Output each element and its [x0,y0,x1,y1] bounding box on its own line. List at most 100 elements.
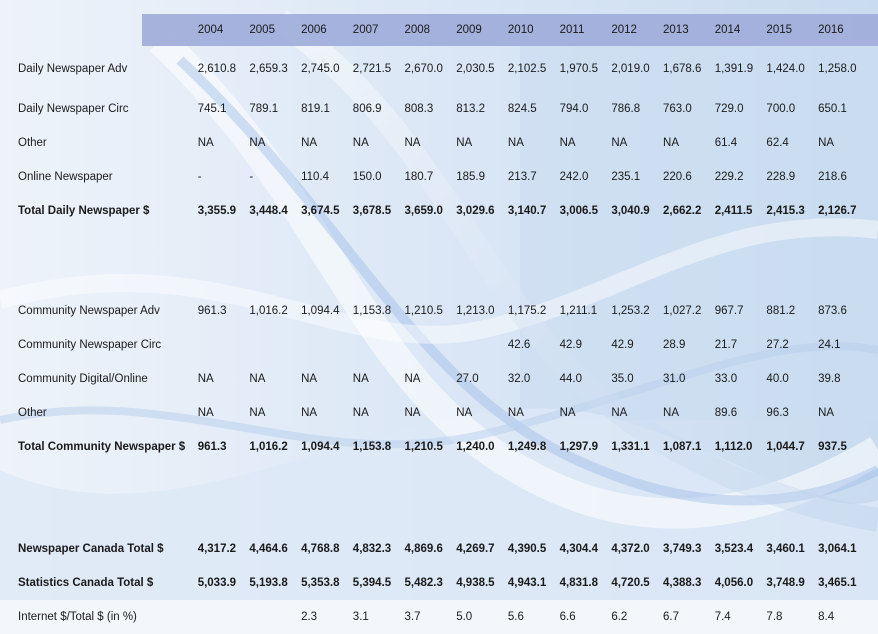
table-cell: 2,670.0 [404,63,443,75]
table-cell [456,328,508,362]
table-cell: 4,372.0 [611,543,650,555]
table-cell [198,228,250,294]
table-cell: 4,768.8 [301,543,340,555]
table-cell: 21.7 [714,339,738,351]
table-cell: 8.4 [818,611,835,623]
table-cell: NA [507,137,524,149]
table-cell: 3,140.7 [507,205,547,217]
table-cell [560,228,612,294]
table-row: Other NA NA NA NA NA NA NA NA NA NA 89.6 96.3 NA [0,396,878,430]
year-header: 2004 [197,14,250,46]
table-cell: 44.0 [559,373,582,385]
table-cell: 1,210.5 [404,441,443,453]
table-cell: 32.0 [507,373,531,385]
table-cell: NA [352,373,369,385]
table-cell: 1,094.4 [301,441,340,453]
table-row: Total Community Newspaper $ 961.3 1,016.2 1… [0,430,878,464]
table-row: Community Digital/Online NA NA NA NA NA 27.0 32… [0,362,878,396]
year-header: 2009 [456,14,508,46]
spacer-row [0,464,878,532]
table-cell: 2,662.2 [663,205,702,217]
table-cell: 6.6 [559,611,576,623]
year-header: 2005 [249,14,302,46]
table-cell: 794.0 [559,103,589,115]
table-cell: 1,112.0 [714,441,753,453]
table-cell: 1,424.0 [766,63,805,75]
table-cell: 3.7 [404,611,421,623]
table-cell: 808.3 [404,103,434,115]
table-cell: 40.0 [766,373,789,385]
table-cell: 89.6 [714,407,738,419]
table-cell: 220.6 [663,171,692,183]
table-cell: NA [197,137,214,149]
table-cell: 961.3 [197,441,227,453]
table-cell: NA [301,137,318,149]
table-cell: 61.4 [714,137,738,149]
table-cell: 218.6 [818,171,847,183]
table-cell: 4,304.4 [559,543,598,555]
table-cell: NA [301,373,318,385]
row-label [0,464,198,532]
year-header: 2013 [663,14,715,46]
table-cell: NA [249,137,266,149]
table-row: Community Newspaper Circ 42.6 42.9 42.9 28.9… [0,328,878,362]
table-cell [353,228,405,294]
table-cell: 4,831.8 [559,577,598,589]
table-row: Daily Newspaper Circ 745.1 789.1 819.1 806.9… [0,92,878,126]
table-cell: NA [404,137,421,149]
table-cell: 3,748.9 [766,577,805,589]
table-cell: 1,253.2 [611,305,650,317]
background-decoration [0,0,878,600]
row-label: Daily Newspaper Adv [18,63,128,75]
spacer-row [0,228,878,294]
table-cell: 1,258.0 [818,63,857,75]
row-label: Community Digital/Online [18,373,148,385]
table-cell: 4,938.5 [456,577,495,589]
table-cell: NA [663,407,679,419]
table-cell: 786.8 [611,103,641,115]
table-cell: - [249,171,254,183]
table-cell: 28.9 [663,339,686,351]
row-label: Statistics Canada Total $ [18,577,154,589]
table-cell [301,464,353,532]
table-cell: 6.7 [663,611,680,623]
header-corner [0,14,198,46]
table-cell: 235.1 [611,171,641,183]
bg-wave-6 [273,10,878,532]
year-header: 2011 [559,14,612,46]
table-cell: 228.9 [766,171,796,183]
table-cell: 1,210.5 [404,305,443,317]
table-cell: NA [559,137,576,149]
table-cell: 2,415.3 [766,205,805,217]
table-cell: 1,094.4 [301,305,340,317]
table-cell: 1,153.8 [352,441,392,453]
table-cell: 150.0 [352,171,382,183]
bg-wave-1 [0,408,878,600]
row-label: Internet $/Total $ (in %) [18,611,137,623]
table-cell: 31.0 [663,373,686,385]
table-cell [715,464,767,532]
row-label: Total Daily Newspaper $ [18,205,150,217]
table-row: Total Daily Newspaper $ 3,355.9 3,448.4 3,6… [0,194,878,228]
table-cell: 1,331.1 [611,441,650,453]
table-cell: 35.0 [611,373,634,385]
table-cell: 873.6 [818,305,847,317]
table-cell: 824.5 [507,103,537,115]
table-cell: NA [818,407,835,419]
table-cell: NA [611,137,628,149]
table-cell [611,228,663,294]
table-cell: NA [249,407,266,419]
table-cell: 5,193.8 [249,577,288,589]
table-cell [405,328,457,362]
table-cell: 4,464.6 [249,543,288,555]
table-cell: NA [456,137,473,149]
table-cell [249,328,301,362]
table-cell: 2,721.5 [352,63,392,75]
table-cell: 4,869.6 [404,543,443,555]
table-cell [249,464,301,532]
table-cell: 967.7 [714,305,744,317]
table-cell: 4,943.1 [507,577,547,589]
table-cell [560,464,612,532]
table-cell: 700.0 [766,103,796,115]
header-row: 2004 2005 2006 2007 2008 2009 2010 2011 2012 2013… [0,14,878,46]
